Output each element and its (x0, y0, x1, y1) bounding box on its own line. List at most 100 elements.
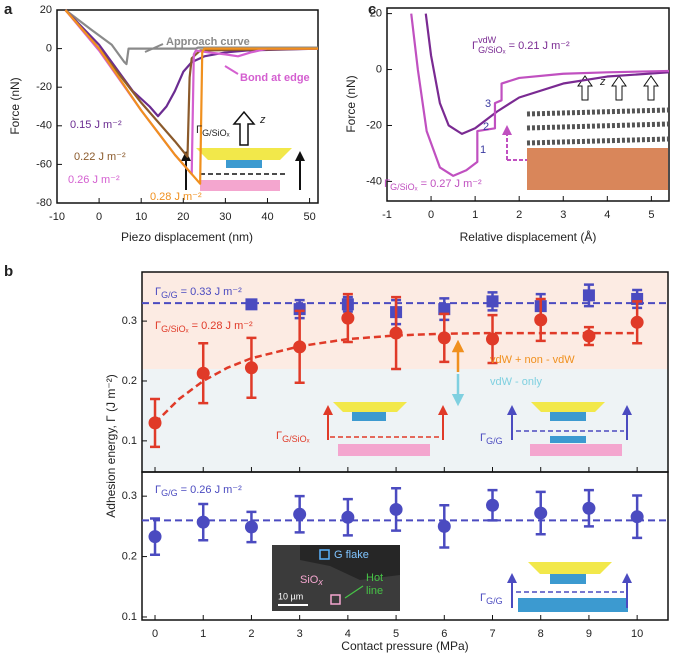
y-axis-label: Force (nN) (344, 75, 358, 132)
y-tick-label: -20 (366, 119, 382, 131)
annotation: SiOx (300, 574, 323, 587)
y-tick-label: 20 (40, 4, 52, 16)
x-tick-label: 8 (538, 628, 544, 640)
inset-c (502, 75, 669, 190)
background-band (142, 369, 668, 472)
marker (437, 331, 451, 345)
schematic-a (181, 110, 305, 191)
marker (486, 332, 500, 346)
x-tick-label: 30 (219, 211, 231, 223)
gamma-label: ΓG/SiOₓ = 0.27 J m⁻² (384, 178, 482, 192)
step-label: 1 (480, 144, 486, 156)
marker (389, 502, 403, 516)
gamma-label: ΓG/G (480, 592, 503, 606)
y-tick-label: 20 (370, 8, 382, 20)
x-tick-label: 1 (200, 628, 206, 640)
annotation: = 0.33 J m⁻² (178, 286, 243, 298)
gamma: Γ (480, 432, 486, 444)
y-tick-label: 0.1 (122, 435, 137, 447)
gamma-label: ΓG/G = 0.33 J m⁻² (155, 286, 242, 300)
marker (534, 506, 548, 520)
background-band (142, 272, 668, 370)
annotation: 0.15 J m⁻² (70, 119, 122, 131)
annotation: z (259, 114, 266, 126)
gamma: Γ (472, 40, 478, 52)
x-tick-label: 3 (297, 628, 303, 640)
marker (245, 298, 258, 311)
annotation: vdW - only (490, 376, 542, 388)
annotation: Hot (366, 572, 383, 584)
step-label: 2 (483, 121, 489, 133)
plot-frame (56, 9, 319, 204)
gamma: Γ (276, 430, 282, 442)
x-tick-label: 3 (560, 209, 566, 221)
annotation: SiO (300, 574, 319, 586)
gamma-sub: G/G (486, 596, 503, 606)
marker (148, 530, 162, 544)
marker (486, 498, 500, 512)
marker (293, 507, 307, 521)
marker (437, 519, 451, 533)
annotation: 0.28 J m⁻² (150, 191, 202, 203)
x-tick-label: 1 (472, 209, 478, 221)
x-axis-label: Relative displacement (Å) (460, 229, 597, 244)
marker (486, 295, 499, 308)
annotation: Approach curve (166, 36, 250, 48)
scale-bar-label: 10 µm (278, 591, 303, 601)
x-tick-label: 5 (393, 628, 399, 640)
plot-frame (141, 471, 669, 621)
y-tick-label: 0.3 (122, 490, 137, 502)
line (64, 9, 318, 185)
y-tick-label: -40 (366, 175, 382, 187)
x-tick-label: 20 (177, 211, 189, 223)
x-tick-label: 0 (428, 209, 434, 221)
x-tick-label: 10 (135, 211, 147, 223)
x-tick-label: 50 (303, 211, 315, 223)
marker (341, 311, 355, 325)
annotation: line (366, 585, 383, 597)
gamma: Γ (155, 320, 161, 332)
annotation: = 0.28 J m⁻² (189, 320, 254, 332)
step-label: 3 (485, 98, 491, 110)
marker (148, 416, 162, 430)
y-axis-label: Adhesion energy, Γ (J m⁻²) (104, 374, 118, 517)
y-tick-label: 0.3 (122, 315, 137, 327)
gamma-sub: G/SiOₓ (282, 434, 310, 444)
y-tick-label: 0.1 (122, 611, 137, 623)
x-tick-label: 5 (648, 209, 654, 221)
y-tick-label: 0 (46, 43, 52, 55)
gamma: Γ (155, 286, 161, 298)
marker (582, 329, 596, 343)
y-tick-label: 0.2 (122, 375, 137, 387)
x-tick-label: 9 (586, 628, 592, 640)
gamma-sub: G/G (486, 436, 503, 446)
marker (630, 510, 644, 524)
y-axis-label: Force (nN) (8, 77, 22, 134)
x-tick-label: 2 (516, 209, 522, 221)
gamma-label: ΓG/G (480, 432, 503, 446)
marker (244, 361, 258, 375)
x-tick-label: 0 (152, 628, 158, 640)
annotation: Bond at edge (240, 72, 310, 84)
annotation: z (599, 76, 606, 88)
annotation: G flake (334, 549, 369, 561)
y-tick-label: 0 (376, 63, 382, 75)
panel-letter: a (4, 1, 13, 18)
annotation: 0.26 J m⁻² (68, 174, 120, 186)
y-tick-label: -20 (36, 81, 52, 93)
x-tick-label: -10 (49, 211, 65, 223)
line (410, 13, 670, 177)
x-axis-label: Piezo displacement (nm) (121, 230, 253, 244)
gamma: Γ (155, 484, 161, 496)
gamma: Γ (480, 592, 486, 604)
gamma-sup: vdW (478, 35, 497, 45)
y-tick-label: -60 (36, 158, 52, 170)
marker (582, 501, 596, 515)
annotations: a c b Approach curve Bond at edge 0.15 J… (4, 1, 606, 606)
gamma-label: ΓG/SiOₓ = 0.28 J m⁻² (155, 320, 253, 334)
gamma-sub: G/G (161, 488, 178, 498)
gamma-label: ΓG/SiOₓ (276, 430, 310, 444)
x-tick-label: 4 (604, 209, 610, 221)
gamma-label: ΓvdW G/SiOₓ = 0.21 J m⁻² (472, 35, 570, 55)
